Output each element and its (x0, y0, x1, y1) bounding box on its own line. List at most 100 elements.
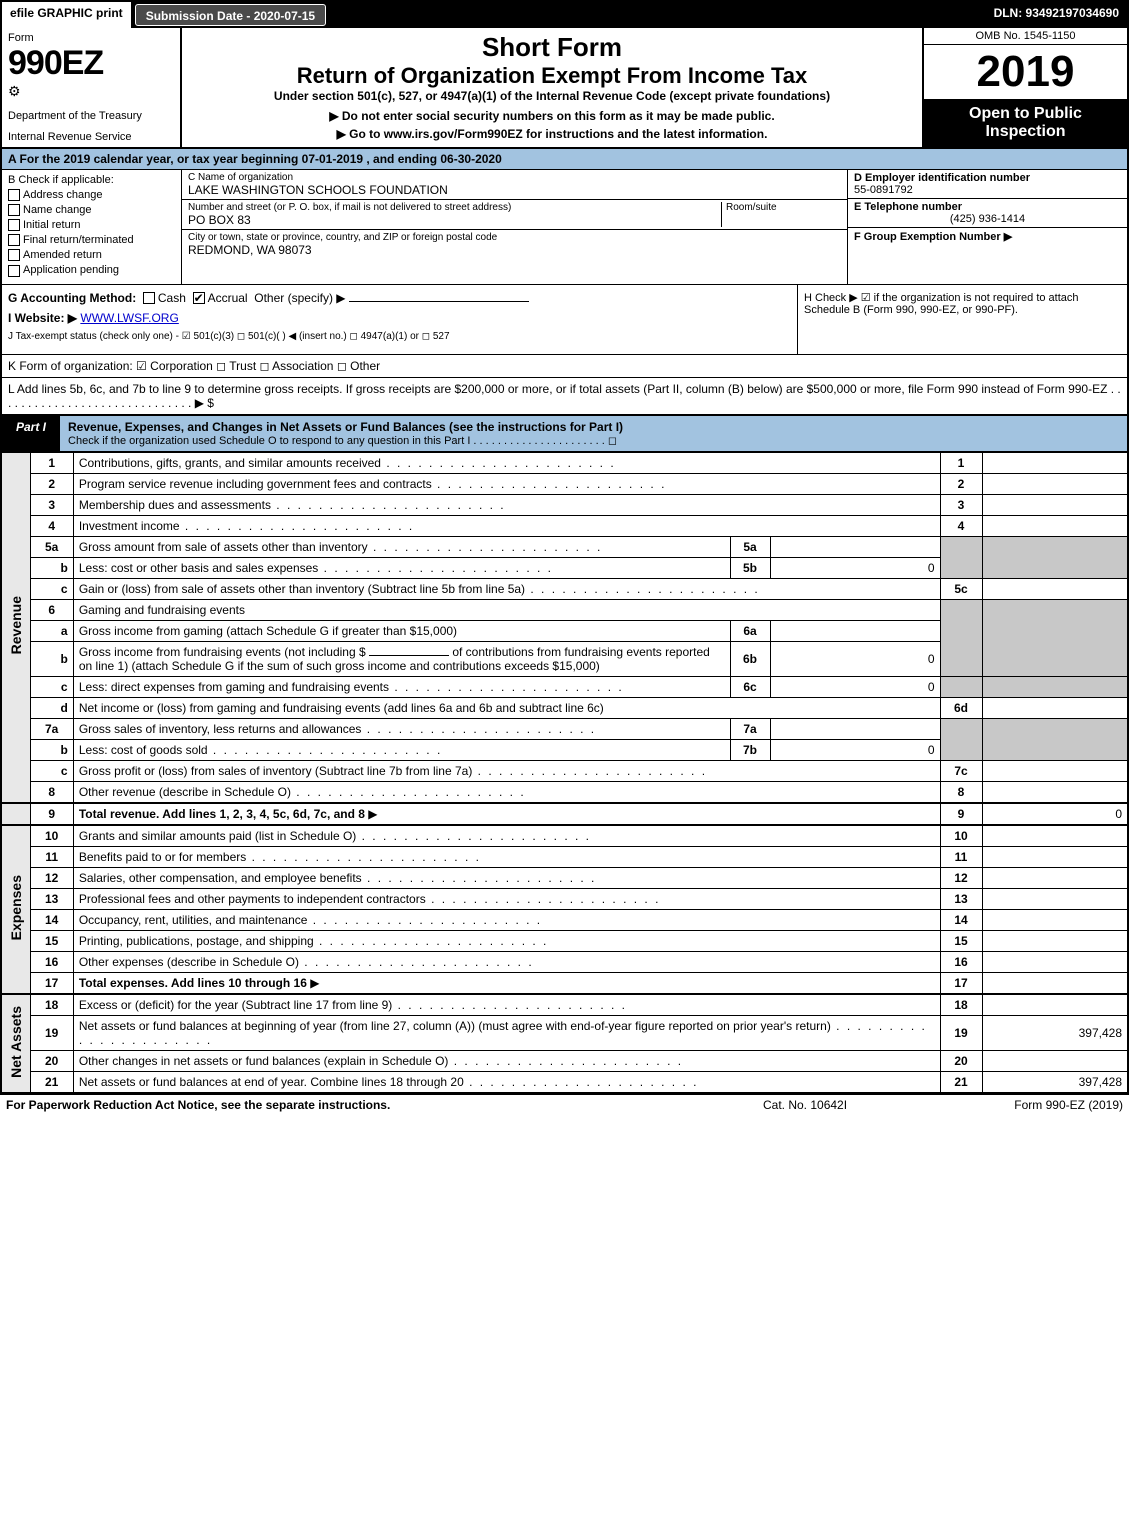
open-to-public: Open to Public Inspection (924, 99, 1127, 147)
street-value: PO BOX 83 (188, 213, 721, 227)
line-no: 11 (30, 846, 73, 867)
grey-cell (940, 536, 982, 578)
website-label: I Website: ▶ (8, 311, 77, 325)
cash-label: Cash (158, 291, 186, 305)
header-left: Form 990EZ ⚙ Department of the Treasury … (2, 28, 182, 147)
result-val (982, 697, 1127, 718)
chk-accrual[interactable] (193, 292, 205, 304)
chk-amended-return[interactable]: Amended return (8, 249, 175, 261)
result-val (982, 494, 1127, 515)
result-val: 0 (982, 803, 1127, 825)
sub-val: 0 (770, 641, 940, 676)
table-row: 15 Printing, publications, postage, and … (2, 930, 1127, 951)
result-val (982, 781, 1127, 803)
form-990ez-page: efile GRAPHIC print Submission Date - 20… (0, 0, 1129, 1095)
line-no: 13 (30, 888, 73, 909)
chk-address-change[interactable]: Address change (8, 189, 175, 201)
chk-application-pending[interactable]: Application pending (8, 264, 175, 276)
table-row: 19 Net assets or fund balances at beginn… (2, 1015, 1127, 1050)
line-no: b (30, 641, 73, 676)
grey-cell (940, 599, 982, 676)
result-val (982, 473, 1127, 494)
result-no: 2 (940, 473, 982, 494)
line-no: 14 (30, 909, 73, 930)
omb-label: OMB No. 1545-1150 (924, 28, 1127, 45)
ein-cell: D Employer identification number 55-0891… (848, 170, 1127, 199)
header-row: Form 990EZ ⚙ Department of the Treasury … (2, 28, 1127, 149)
room-label: Room/suite (721, 202, 841, 227)
section-b-c-d-row: B Check if applicable: Address change Na… (2, 170, 1127, 285)
phone-label: E Telephone number (854, 201, 1121, 213)
result-no: 6d (940, 697, 982, 718)
footer-left: For Paperwork Reduction Act Notice, see … (6, 1098, 763, 1112)
line-no: c (30, 578, 73, 599)
chk-final-return[interactable]: Final return/terminated (8, 234, 175, 246)
line-text: Salaries, other compensation, and employ… (73, 867, 940, 888)
table-row: 11 Benefits paid to or for members 11 (2, 846, 1127, 867)
sub-no: 7b (730, 739, 770, 760)
blank-side (2, 803, 30, 825)
line-no: 1 (30, 452, 73, 473)
table-row: Net Assets 18 Excess or (deficit) for th… (2, 994, 1127, 1016)
line-text: Total expenses. Add lines 10 through 16 (73, 972, 940, 994)
footer-right: Form 990-EZ (2019) (943, 1098, 1123, 1112)
city-cell: City or town, state or province, country… (182, 230, 847, 259)
line-no: 19 (30, 1015, 73, 1050)
chk-name-change[interactable]: Name change (8, 204, 175, 216)
top-bar: efile GRAPHIC print Submission Date - 20… (2, 2, 1127, 28)
tax-exempt-status: J Tax-exempt status (check only one) - ☑… (8, 331, 791, 342)
line-no: 20 (30, 1050, 73, 1071)
footer-mid: Cat. No. 10642I (763, 1098, 943, 1112)
tax-year: 2019 (924, 45, 1127, 99)
table-row: c Less: direct expenses from gaming and … (2, 676, 1127, 697)
line-text: Gross income from fundraising events (no… (73, 641, 730, 676)
revenue-side-label: Revenue (2, 452, 30, 803)
result-val (982, 760, 1127, 781)
line-no: 4 (30, 515, 73, 536)
org-name-label: C Name of organization (188, 172, 841, 183)
grey-cell (982, 536, 1127, 578)
line-text: Net assets or fund balances at end of ye… (73, 1071, 940, 1092)
header-mid: Short Form Return of Organization Exempt… (182, 28, 922, 147)
under-section: Under section 501(c), 527, or 4947(a)(1)… (190, 89, 914, 103)
chk-cash[interactable] (143, 292, 155, 304)
sub-val: 0 (770, 739, 940, 760)
result-no: 9 (940, 803, 982, 825)
form-code: 990EZ (8, 44, 174, 83)
result-no: 8 (940, 781, 982, 803)
table-row: 3 Membership dues and assessments 3 (2, 494, 1127, 515)
sub-val (770, 620, 940, 641)
table-row: 7a Gross sales of inventory, less return… (2, 718, 1127, 739)
line-no: 10 (30, 825, 73, 847)
goto-link[interactable]: ▶ Go to www.irs.gov/Form990EZ for instru… (190, 127, 914, 141)
section-c: C Name of organization LAKE WASHINGTON S… (182, 170, 847, 284)
result-no: 20 (940, 1050, 982, 1071)
result-no: 13 (940, 888, 982, 909)
line-text: Gross income from gaming (attach Schedul… (73, 620, 730, 641)
table-row: 9 Total revenue. Add lines 1, 2, 3, 4, 5… (2, 803, 1127, 825)
line-text: Occupancy, rent, utilities, and maintena… (73, 909, 940, 930)
line-no: 6 (30, 599, 73, 620)
result-val: 397,428 (982, 1071, 1127, 1092)
line-no: 5a (30, 536, 73, 557)
part-i-desc: Revenue, Expenses, and Changes in Net As… (60, 416, 1127, 451)
sub-no: 5b (730, 557, 770, 578)
line-text: Less: direct expenses from gaming and fu… (73, 676, 730, 697)
line-no: 17 (30, 972, 73, 994)
line-no: 16 (30, 951, 73, 972)
city-value: REDMOND, WA 98073 (188, 243, 841, 257)
result-no: 11 (940, 846, 982, 867)
website-line: I Website: ▶ WWW.LWSF.ORG (8, 311, 791, 325)
phone-value: (425) 936-1414 (854, 213, 1121, 225)
table-row: c Gain or (loss) from sale of assets oth… (2, 578, 1127, 599)
other-input[interactable] (349, 301, 529, 302)
chk-initial-return[interactable]: Initial return (8, 219, 175, 231)
grey-cell (982, 676, 1127, 697)
part-i-table: Revenue 1 Contributions, gifts, grants, … (2, 452, 1127, 1093)
dollar-input[interactable] (369, 655, 449, 656)
website-link[interactable]: WWW.LWSF.ORG (80, 311, 178, 325)
line-no: 15 (30, 930, 73, 951)
grey-cell (982, 718, 1127, 760)
section-g-h-row: G Accounting Method: Cash Accrual Other … (2, 285, 1127, 355)
line-text: Gaming and fundraising events (73, 599, 940, 620)
